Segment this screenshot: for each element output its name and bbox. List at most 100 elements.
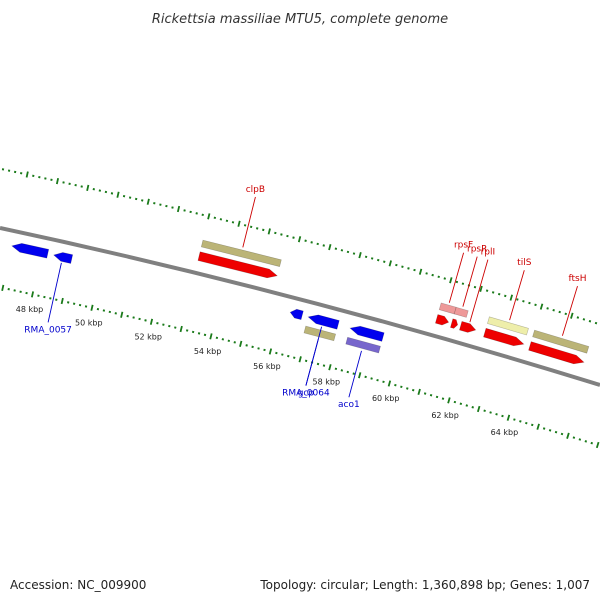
gene-leader-line bbox=[448, 252, 465, 303]
minor-tick bbox=[485, 289, 489, 292]
major-tick bbox=[25, 171, 29, 178]
major-tick bbox=[116, 191, 120, 198]
kbp-tick-label: 62 kbp bbox=[431, 411, 459, 420]
minor-tick bbox=[245, 344, 248, 347]
minor-tick bbox=[504, 294, 507, 298]
minor-tick bbox=[132, 316, 135, 319]
minor-tick bbox=[582, 318, 586, 321]
gene-label[interactable]: clpB bbox=[246, 185, 265, 195]
minor-tick bbox=[364, 255, 368, 259]
minor-tick bbox=[281, 353, 284, 356]
gene-label[interactable]: rpsF bbox=[454, 241, 473, 251]
minor-tick bbox=[594, 321, 598, 325]
kbp-tick-label: 60 kbp bbox=[372, 394, 400, 403]
major-tick bbox=[539, 303, 544, 310]
gene-label[interactable]: tilS bbox=[517, 258, 532, 268]
tils-gene[interactable] bbox=[487, 316, 529, 336]
forward-gene-3[interactable] bbox=[450, 318, 459, 329]
minor-tick bbox=[340, 249, 344, 252]
minor-tick bbox=[525, 421, 528, 425]
minor-tick bbox=[528, 301, 531, 305]
minor-tick bbox=[411, 388, 415, 392]
minor-tick bbox=[406, 387, 409, 390]
minor-tick bbox=[370, 257, 374, 260]
minor-tick bbox=[144, 319, 147, 322]
minor-tick bbox=[19, 172, 23, 175]
clpb-gene[interactable] bbox=[200, 239, 282, 267]
forward-gene-5[interactable] bbox=[528, 341, 585, 365]
minor-tick bbox=[104, 190, 108, 194]
ftsh-gene[interactable] bbox=[532, 329, 590, 354]
minor-tick bbox=[215, 336, 219, 340]
rpsr-gene[interactable] bbox=[453, 306, 469, 318]
minor-tick bbox=[435, 395, 439, 399]
gene-leader-line bbox=[305, 339, 319, 386]
gene-label[interactable]: RMA_0057 bbox=[24, 325, 72, 335]
minor-tick bbox=[74, 183, 77, 187]
major-tick bbox=[209, 333, 213, 340]
forward-gene-2[interactable] bbox=[435, 314, 450, 326]
minor-tick bbox=[560, 432, 564, 436]
rma-0064[interactable] bbox=[307, 314, 340, 330]
major-tick bbox=[328, 364, 332, 371]
minor-tick bbox=[168, 324, 171, 328]
minor-tick bbox=[352, 252, 356, 255]
gene-leader-line bbox=[509, 270, 525, 321]
kbp-tick-label: 48 kbp bbox=[16, 305, 44, 314]
major-tick bbox=[358, 252, 362, 259]
minor-tick bbox=[108, 310, 112, 314]
major-tick bbox=[149, 318, 154, 325]
gene-label[interactable]: gcp bbox=[298, 389, 315, 399]
minor-tick bbox=[548, 429, 552, 432]
forward-gene-1[interactable] bbox=[197, 251, 278, 279]
gene-label[interactable]: ftsH bbox=[569, 274, 587, 284]
minor-tick bbox=[251, 345, 254, 349]
major-tick bbox=[479, 285, 483, 293]
gene-label[interactable]: RMA_0064 bbox=[282, 389, 330, 399]
minor-tick bbox=[98, 189, 102, 192]
gene-leader-line bbox=[469, 259, 489, 323]
minor-tick bbox=[564, 312, 568, 316]
major-tick bbox=[358, 372, 362, 379]
minor-tick bbox=[304, 359, 308, 363]
minor-tick bbox=[225, 219, 229, 223]
forward-gene-4[interactable] bbox=[483, 327, 525, 347]
minor-tick bbox=[286, 234, 289, 238]
major-tick bbox=[570, 312, 574, 319]
rpli-gene[interactable] bbox=[459, 320, 477, 333]
genome-backbone bbox=[0, 226, 600, 387]
kbp-tick-label: 52 kbp bbox=[134, 332, 162, 341]
minor-tick bbox=[588, 319, 592, 323]
minor-tick bbox=[275, 351, 278, 355]
minor-tick bbox=[516, 298, 519, 301]
minor-tick bbox=[221, 338, 225, 341]
kbp-tick-label: 56 kbp bbox=[253, 362, 281, 371]
minor-tick bbox=[138, 317, 141, 321]
minor-tick bbox=[400, 385, 403, 389]
minor-tick bbox=[153, 202, 156, 205]
minor-tick bbox=[32, 174, 35, 178]
kbp-tick-label: 64 kbp bbox=[491, 428, 519, 437]
rma-0056[interactable] bbox=[11, 243, 50, 259]
gene-label[interactable]: rplI bbox=[481, 248, 496, 258]
minor-tick bbox=[213, 216, 217, 220]
rma-0057[interactable] bbox=[53, 252, 74, 264]
gene-label[interactable]: aco1 bbox=[338, 400, 360, 410]
minor-tick bbox=[249, 225, 253, 229]
rma-0063[interactable] bbox=[289, 308, 304, 321]
minor-tick bbox=[162, 323, 165, 326]
major-tick bbox=[595, 441, 600, 449]
minor-tick bbox=[304, 239, 307, 242]
major-tick bbox=[1, 284, 5, 292]
gene-label[interactable]: rpsR bbox=[467, 245, 487, 255]
gene-leader-line bbox=[561, 285, 578, 336]
minor-tick bbox=[44, 177, 47, 180]
minor-tick bbox=[13, 170, 17, 174]
major-tick bbox=[90, 304, 94, 311]
aco1-gene[interactable] bbox=[345, 336, 381, 354]
minor-tick bbox=[7, 288, 10, 291]
map-title: Rickettsia massiliae MTU5, complete geno… bbox=[152, 12, 448, 27]
major-tick bbox=[566, 432, 570, 439]
rma-0066[interactable] bbox=[349, 325, 385, 342]
rpsf-gene[interactable] bbox=[438, 302, 457, 315]
